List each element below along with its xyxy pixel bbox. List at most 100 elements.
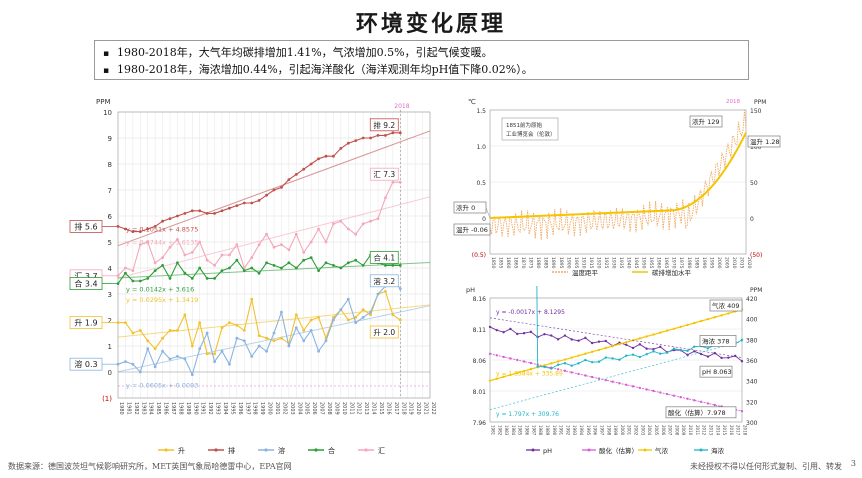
x-tick-label: 1855 (498, 257, 504, 269)
sea-line-point (536, 365, 539, 368)
series-point (242, 201, 246, 205)
series-point (168, 245, 172, 249)
value-label-box (453, 201, 487, 214)
y-axis-unit-left: pH (466, 286, 475, 294)
x-tick-label: 2000 (620, 425, 625, 436)
series-point (235, 258, 239, 262)
x-tick-label: 1988 (177, 402, 183, 415)
summary-box: ▪ 1980-2018年，大气年均碳排增加1.41%，气浓增加0.5%，引起气候变… (94, 40, 749, 80)
value-label-box (699, 365, 733, 378)
y-axis-unit-left: ℃ (468, 98, 476, 106)
co2-line-point (638, 337, 642, 340)
sea-line-point (706, 347, 710, 350)
start-label: 溶 0.3 (74, 359, 97, 369)
series-point (257, 243, 261, 247)
sea-line-point (584, 358, 587, 362)
legend-marker (699, 448, 703, 452)
x-tick-label: 1895 (558, 257, 564, 269)
series-point (161, 264, 164, 267)
series-point (280, 336, 283, 340)
x-tick-label: 1910 (580, 257, 586, 269)
x-tick-label: 2020 (415, 402, 421, 415)
series-point (346, 318, 350, 322)
x-tick-label: 2013 (363, 402, 369, 415)
x-tick-label: 2007 (668, 425, 673, 436)
sea-line-point (611, 357, 614, 360)
start-label: 汇 3.7 (74, 272, 97, 281)
series-point (124, 266, 127, 270)
series-point (213, 277, 216, 280)
value-label-box (709, 299, 743, 312)
x-tick-label: 2016 (385, 402, 391, 415)
x-tick-label: 1998 (252, 402, 258, 415)
ph-line-point (686, 353, 689, 357)
series-point (324, 240, 328, 244)
trend-line (117, 305, 431, 373)
series-point (250, 256, 254, 259)
x-tick-label: 1983 (504, 425, 509, 436)
acid-line-point (659, 391, 662, 394)
series-point (257, 344, 261, 348)
co2-line-point (502, 375, 505, 379)
end-label: 汇 7.3 (373, 170, 395, 179)
series-point (220, 253, 224, 257)
series-point (265, 232, 268, 236)
sea-line-point (659, 352, 662, 355)
end-label: 溶 3.2 (373, 276, 395, 286)
co2-line-point (659, 331, 662, 334)
series-point (153, 269, 157, 272)
acid-line-point (502, 355, 505, 359)
y-tick-label-right: 100 (750, 144, 762, 151)
sea-line-point (631, 353, 635, 356)
end-label: 合 4.1 (373, 252, 395, 262)
series-point (161, 336, 164, 340)
series-point (250, 201, 254, 205)
y-tick-label-right: 400 (746, 317, 758, 324)
x-tick-label: 1998 (606, 425, 611, 436)
acid-line-point (590, 375, 594, 379)
series-point (317, 157, 320, 161)
end-label-box (369, 325, 399, 339)
value-label: 浓升 0 (456, 203, 475, 212)
x-tick-label: 2014 (715, 425, 720, 436)
series-point (198, 240, 202, 244)
x-tick-label: 2009 (681, 425, 686, 436)
series-point (361, 316, 365, 319)
x-tick-label: 1982 (133, 402, 139, 415)
x-tick-label: 2000 (716, 257, 722, 269)
legend-label: 升 (178, 446, 185, 455)
x-tick-label: 2010 (688, 425, 693, 436)
x-tick-label: 1875 (528, 257, 534, 269)
y-tick-label: 10 (103, 109, 112, 117)
legend-marker (264, 448, 268, 452)
annotation-text: 1851前为原始 (506, 121, 542, 129)
ph-line-point (727, 356, 730, 359)
trend-equation: y = 0.0142x + 3.616 (126, 285, 194, 293)
x-tick-label: 1985 (518, 425, 523, 436)
series-point (354, 258, 358, 262)
series-point (354, 139, 358, 142)
series-point (168, 357, 172, 361)
series-point (294, 173, 298, 176)
ph-line-point (597, 340, 601, 343)
co2-line-point (699, 319, 703, 323)
series-point (124, 271, 127, 275)
value-label: 浓升 129 (692, 117, 719, 126)
series-point (309, 256, 313, 259)
ph-line-point (740, 359, 744, 363)
series-point (228, 206, 231, 210)
end-label-box (369, 167, 399, 181)
series-point (183, 212, 187, 215)
legend-label: 气浓 (655, 446, 669, 455)
y-tick-label-left: 7.96 (473, 420, 487, 427)
acid-line-point (652, 389, 655, 393)
value-label: 气浓 409 (712, 301, 739, 310)
series-point (317, 227, 320, 231)
x-tick-label: 1983 (140, 402, 146, 415)
ph-line-point (529, 330, 533, 334)
series-point (391, 180, 395, 184)
series-point (294, 326, 298, 330)
acid-line-point (672, 394, 676, 397)
x-tick-label: 1940 (626, 257, 632, 269)
